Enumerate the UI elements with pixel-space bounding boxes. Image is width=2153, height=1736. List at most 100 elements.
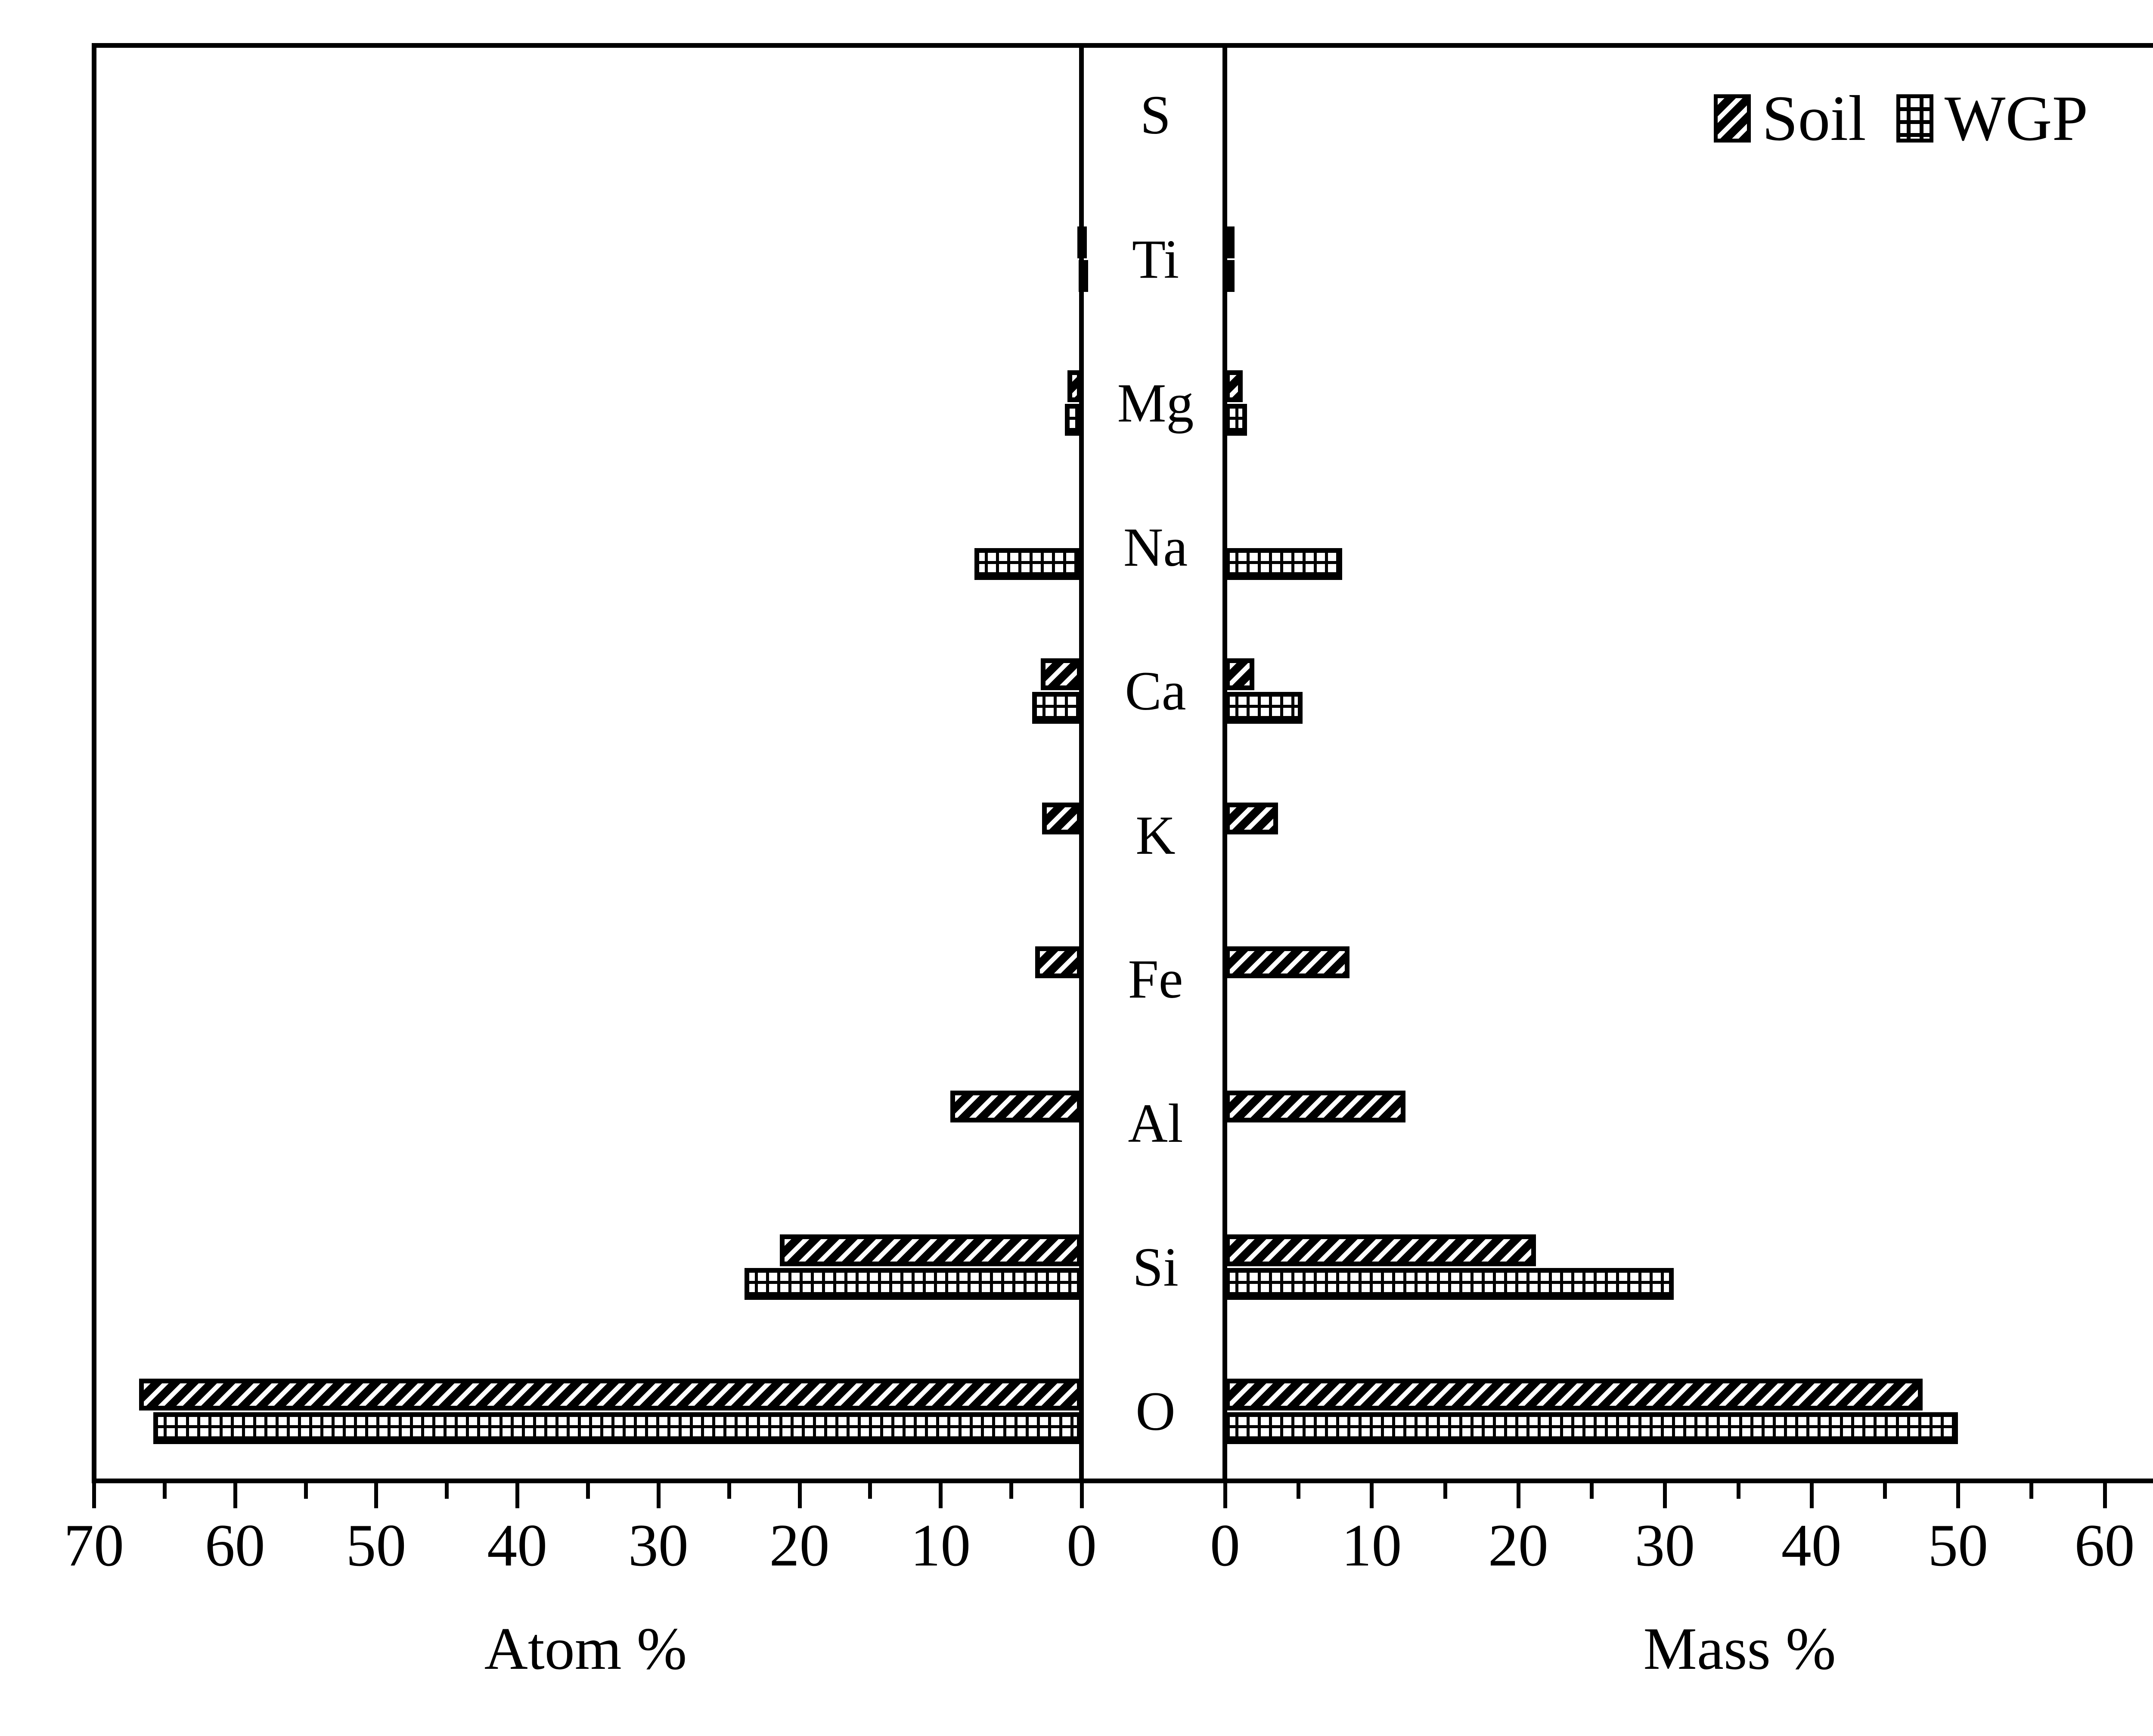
bar-row-s: S [0, 43, 2153, 187]
legend-item-wgp: WGP [1896, 86, 2088, 151]
bar-soil-right-si [1225, 1234, 1536, 1267]
tick-right-55 [2029, 1483, 2034, 1499]
tick-label-left-60: 60 [205, 1512, 265, 1579]
bar-row-na: Na [0, 475, 2153, 620]
wgp-pattern-swatch-icon [1896, 94, 1933, 143]
legend: Soil WGP [1714, 86, 2088, 151]
soil-pattern-swatch-icon [1714, 94, 1751, 143]
legend-item-soil: Soil [1714, 86, 1866, 151]
tick-label-left-50: 50 [346, 1512, 406, 1579]
center-column-left-divider [1079, 43, 1084, 1483]
tick-left-45 [445, 1483, 449, 1499]
bar-wgp-right-si [1225, 1268, 1674, 1300]
tick-right-25 [1590, 1483, 1594, 1499]
bar-wgp-left-na [974, 548, 1082, 580]
tick-left-60 [233, 1483, 237, 1508]
bar-wgp-right-ti [1225, 260, 1235, 292]
tick-left-5 [1009, 1483, 1014, 1499]
tick-label-left-10: 10 [910, 1512, 971, 1579]
bar-wgp-right-ca [1225, 692, 1303, 724]
bar-soil-left-mg [1067, 370, 1082, 403]
bar-soil-right-ca [1225, 658, 1255, 691]
bar-row-ti: Ti [0, 187, 2153, 332]
bar-row-mg: Mg [0, 331, 2153, 475]
bar-row-fe: Fe [0, 907, 2153, 1051]
bar-wgp-left-ti [1079, 260, 1089, 292]
tick-right-35 [1736, 1483, 1740, 1499]
bar-wgp-left-mg [1064, 404, 1082, 436]
bar-soil-left-k [1042, 802, 1082, 834]
tick-label-right-60: 60 [2074, 1512, 2135, 1579]
tick-label-right-50: 50 [1928, 1512, 1989, 1579]
tick-left-40 [515, 1483, 520, 1508]
tick-label-right-30: 30 [1635, 1512, 1695, 1579]
category-label-k: K [1135, 804, 1176, 866]
bar-wgp-left-ca [1032, 692, 1082, 724]
tick-left-35 [586, 1483, 590, 1499]
bar-rows-layer: S Ti Mg Na Ca K Fe Al Si O [0, 43, 2153, 1483]
tick-right-50 [1956, 1483, 1961, 1508]
bar-soil-left-ti [1077, 226, 1087, 258]
category-label-o: O [1135, 1380, 1176, 1442]
category-label-si: Si [1132, 1237, 1179, 1298]
bar-soil-right-fe [1225, 946, 1350, 979]
bar-wgp-right-o [1225, 1412, 1958, 1444]
tick-left-70 [92, 1483, 96, 1508]
category-label-mg: Mg [1117, 372, 1194, 434]
right-axis-title: Mass % [1643, 1615, 1836, 1682]
tick-left-20 [797, 1483, 802, 1508]
tick-right-5 [1297, 1483, 1301, 1499]
tick-right-45 [1883, 1483, 1887, 1499]
bar-row-si: Si [0, 1195, 2153, 1339]
bar-wgp-right-mg [1225, 404, 1247, 436]
tick-left-15 [868, 1483, 872, 1499]
left-axis-title: Atom % [484, 1615, 687, 1682]
tick-label-right-10: 10 [1341, 1512, 1402, 1579]
category-label-ca: Ca [1125, 660, 1186, 722]
legend-label-soil: Soil [1762, 83, 1866, 154]
bar-soil-right-ti [1225, 226, 1235, 258]
bar-wgp-left-si [744, 1268, 1082, 1300]
bar-soil-left-ca [1040, 658, 1082, 691]
bar-soil-left-si [779, 1234, 1082, 1267]
category-label-fe: Fe [1128, 949, 1183, 1010]
tick-label-right-40: 40 [1781, 1512, 1842, 1579]
tick-right-30 [1663, 1483, 1667, 1508]
tick-left-10 [939, 1483, 943, 1508]
bar-row-o: O [0, 1339, 2153, 1484]
tick-left-50 [374, 1483, 378, 1508]
tick-left-0 [1080, 1483, 1084, 1508]
tick-right-10 [1370, 1483, 1374, 1508]
bar-soil-right-o [1225, 1378, 1923, 1410]
tick-label-left-40: 40 [487, 1512, 548, 1579]
tick-right-60 [2103, 1483, 2107, 1508]
bar-soil-left-fe [1035, 946, 1082, 979]
tick-label-right-20: 20 [1488, 1512, 1548, 1579]
category-label-na: Na [1123, 516, 1188, 578]
bar-row-k: K [0, 763, 2153, 908]
tick-left-30 [656, 1483, 661, 1508]
tick-label-left-0: 0 [1067, 1512, 1097, 1579]
tick-label-left-30: 30 [628, 1512, 689, 1579]
category-label-al: Al [1128, 1092, 1183, 1154]
bar-row-al: Al [0, 1051, 2153, 1196]
tick-label-left-70: 70 [64, 1512, 124, 1579]
bar-soil-right-k [1225, 802, 1278, 834]
bar-soil-right-mg [1225, 370, 1243, 403]
plot-area-frame [92, 43, 2153, 1483]
tick-right-20 [1516, 1483, 1520, 1508]
tick-label-right-0: 0 [1210, 1512, 1240, 1579]
bar-wgp-left-o [153, 1412, 1082, 1444]
bar-soil-left-al [950, 1090, 1082, 1122]
tick-left-25 [727, 1483, 731, 1499]
bar-soil-right-al [1225, 1090, 1405, 1122]
tick-left-65 [162, 1483, 167, 1499]
bar-soil-left-o [139, 1378, 1082, 1410]
tick-label-left-20: 20 [769, 1512, 830, 1579]
tick-right-15 [1443, 1483, 1447, 1499]
tick-right-0 [1223, 1483, 1227, 1508]
bar-row-ca: Ca [0, 619, 2153, 763]
tick-right-40 [1809, 1483, 1814, 1508]
legend-label-wgp: WGP [1944, 83, 2088, 154]
